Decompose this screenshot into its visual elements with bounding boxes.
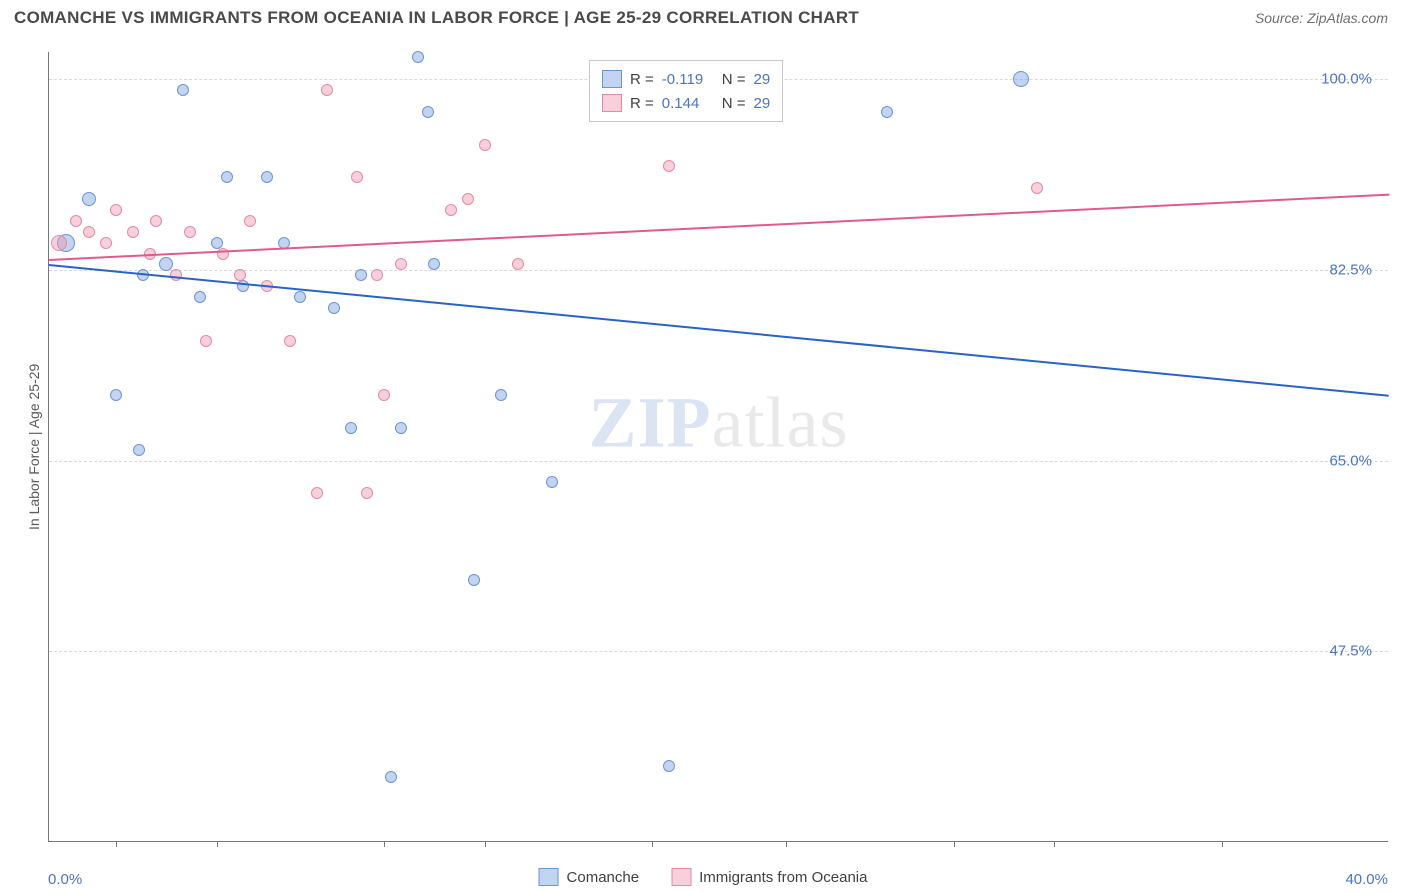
x-tick-label: 40.0% (1345, 871, 1388, 888)
y-tick-label: 47.5% (1329, 643, 1372, 660)
y-tick-label: 100.0% (1321, 71, 1372, 88)
data-point (1031, 182, 1043, 194)
x-tick-mark (384, 841, 385, 847)
x-tick-mark (116, 841, 117, 847)
n-value: 29 (754, 95, 771, 112)
data-point (468, 574, 480, 586)
data-point (110, 389, 122, 401)
x-tick-mark (1222, 841, 1223, 847)
data-point (150, 215, 162, 227)
x-tick-mark (1054, 841, 1055, 847)
data-point (512, 258, 524, 270)
data-point (422, 106, 434, 118)
data-point (663, 160, 675, 172)
n-value: 29 (754, 71, 771, 88)
data-point (395, 422, 407, 434)
data-point (328, 302, 340, 314)
n-label: N = (722, 95, 746, 112)
r-label: R = (630, 95, 654, 112)
bottom-legend: Comanche Immigrants from Oceania (539, 868, 868, 886)
data-point (428, 258, 440, 270)
data-point (371, 269, 383, 281)
x-tick-mark (954, 841, 955, 847)
data-point (321, 84, 333, 96)
data-point (127, 226, 139, 238)
legend-swatch (602, 94, 622, 112)
legend-item: Immigrants from Oceania (671, 868, 867, 886)
legend-swatch (671, 868, 691, 886)
data-point (385, 771, 397, 783)
data-point (159, 257, 173, 271)
data-point (546, 476, 558, 488)
data-point (234, 269, 246, 281)
gridline (49, 651, 1388, 652)
legend-label: Immigrants from Oceania (699, 869, 867, 886)
data-point (100, 237, 112, 249)
data-point (51, 235, 67, 251)
legend-swatch (602, 70, 622, 88)
gridline (49, 461, 1388, 462)
data-point (221, 171, 233, 183)
trend-line (49, 194, 1389, 261)
data-point (82, 192, 96, 206)
data-point (361, 487, 373, 499)
chart-title: COMANCHE VS IMMIGRANTS FROM OCEANIA IN L… (14, 8, 859, 28)
gridline (49, 270, 1388, 271)
data-point (177, 84, 189, 96)
x-tick-mark (786, 841, 787, 847)
legend-item: Comanche (539, 868, 640, 886)
y-tick-label: 65.0% (1329, 452, 1372, 469)
y-tick-label: 82.5% (1329, 261, 1372, 278)
data-point (495, 389, 507, 401)
r-value: 0.144 (662, 95, 714, 112)
data-point (351, 171, 363, 183)
data-point (184, 226, 196, 238)
legend-row: R = 0.144 N = 29 (602, 91, 770, 115)
data-point (70, 215, 82, 227)
data-point (345, 422, 357, 434)
data-point (412, 51, 424, 63)
r-value: -0.119 (662, 71, 714, 88)
x-tick-mark (485, 841, 486, 847)
data-point (311, 487, 323, 499)
y-axis-label: In Labor Force | Age 25-29 (26, 364, 42, 530)
data-point (378, 389, 390, 401)
data-point (261, 171, 273, 183)
n-label: N = (722, 71, 746, 88)
data-point (663, 760, 675, 772)
data-point (479, 139, 491, 151)
legend-label: Comanche (567, 869, 640, 886)
x-tick-mark (652, 841, 653, 847)
data-point (284, 335, 296, 347)
data-point (395, 258, 407, 270)
legend-swatch (539, 868, 559, 886)
data-point (1013, 71, 1029, 87)
chart-plot-area: ZIPatlas 47.5% 65.0% 82.5% 100.0% R = -0.119 N… (48, 52, 1388, 842)
data-point (244, 215, 256, 227)
data-point (462, 193, 474, 205)
data-point (881, 106, 893, 118)
data-point (133, 444, 145, 456)
data-point (445, 204, 457, 216)
correlation-legend: R = -0.119 N = 29 R = 0.144 N = 29 (589, 60, 783, 122)
data-point (110, 204, 122, 216)
x-tick-mark (217, 841, 218, 847)
legend-row: R = -0.119 N = 29 (602, 67, 770, 91)
data-point (194, 291, 206, 303)
x-tick-label: 0.0% (48, 871, 82, 888)
data-point (83, 226, 95, 238)
data-point (200, 335, 212, 347)
title-bar: COMANCHE VS IMMIGRANTS FROM OCEANIA IN L… (0, 0, 1406, 38)
data-point (355, 269, 367, 281)
trend-line (49, 264, 1389, 397)
data-point (294, 291, 306, 303)
source-label: Source: ZipAtlas.com (1255, 10, 1388, 26)
r-label: R = (630, 71, 654, 88)
watermark: ZIPatlas (589, 381, 849, 464)
